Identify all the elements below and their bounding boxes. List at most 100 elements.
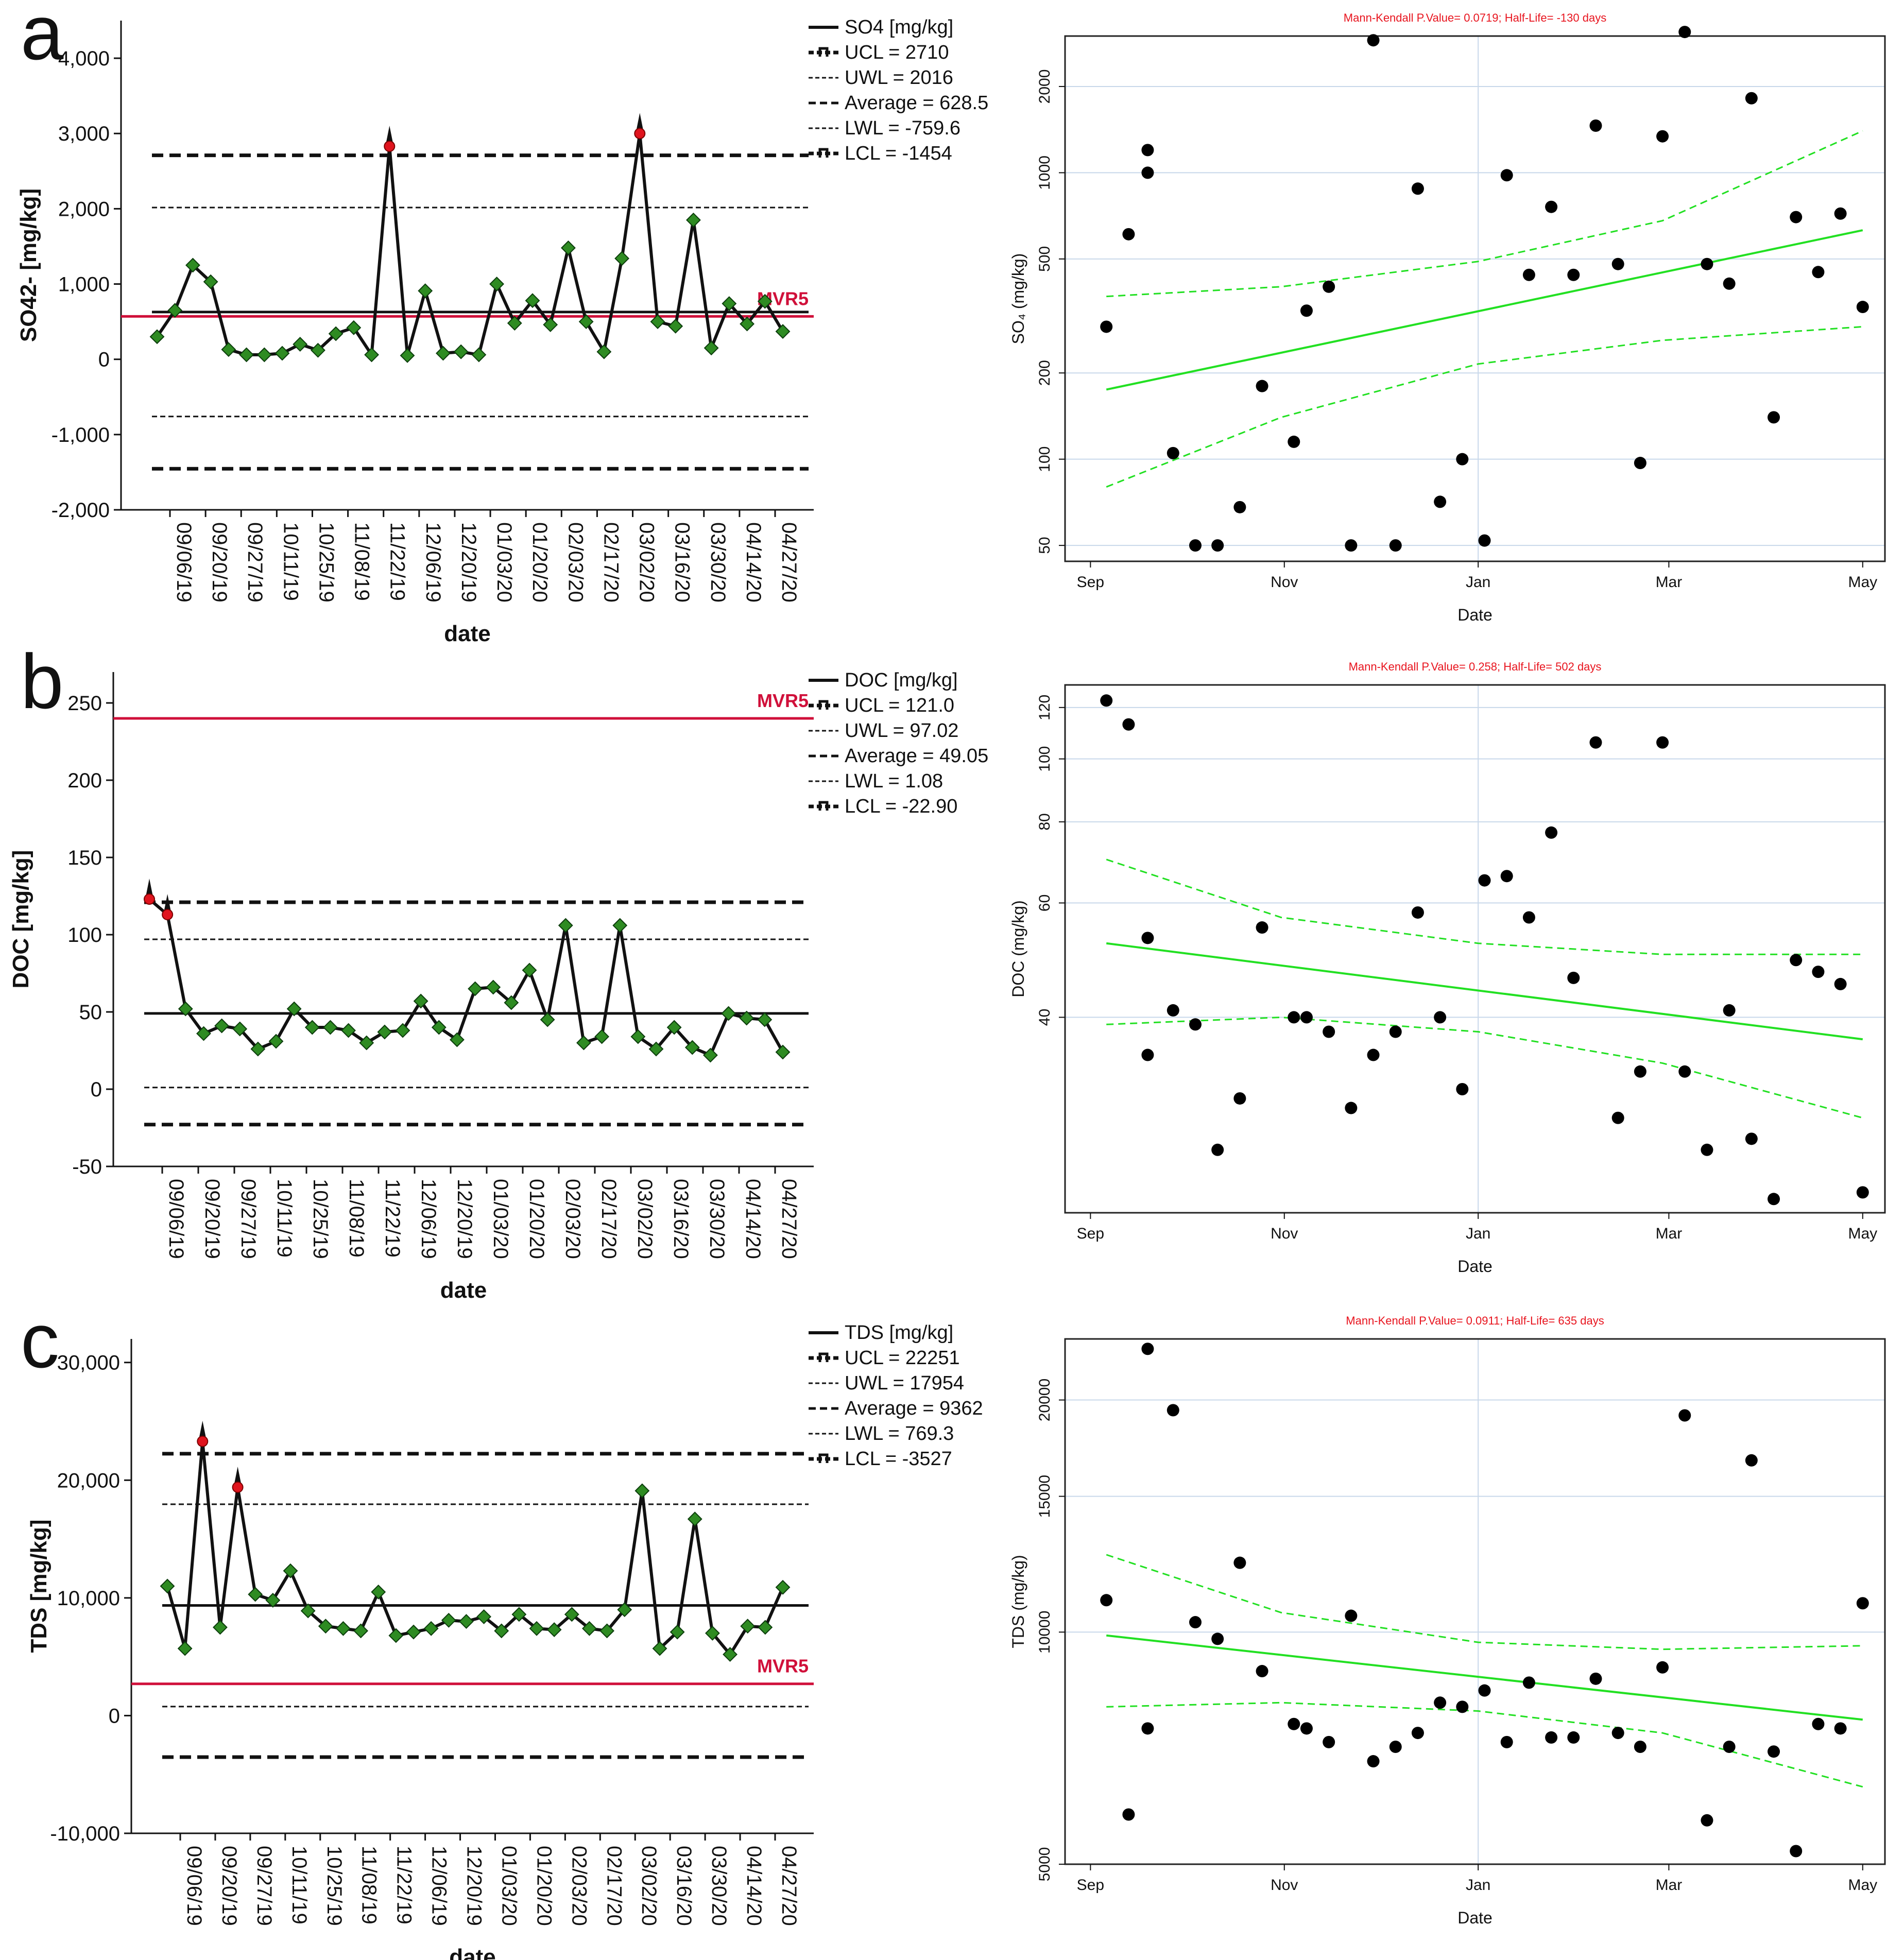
trend-data-point — [1367, 1755, 1380, 1768]
x-tick-label: 02/03/20 — [568, 1846, 590, 1926]
data-point-marker — [687, 1511, 702, 1527]
data-series-line — [156, 132, 784, 357]
y-tick-label: 3,000 — [58, 123, 110, 145]
x-tick-label: 03/02/20 — [636, 522, 658, 603]
legend-entry: LWL = 1.08 — [845, 770, 943, 792]
data-point-marker — [775, 1579, 791, 1595]
x-tick-label: 11/08/19 — [351, 522, 373, 601]
legend-entry: UCL = 22251 — [845, 1347, 960, 1369]
legend-entry: UWL = 2016 — [845, 67, 953, 89]
trend-data-point — [1856, 1597, 1869, 1610]
trend-data-point — [1567, 1731, 1580, 1744]
data-point-marker — [705, 1626, 720, 1641]
data-point-marker — [525, 293, 540, 308]
legend-entry: UWL = 97.02 — [845, 720, 958, 742]
y-tick-label: 0 — [91, 1078, 102, 1101]
data-point-marker — [213, 1620, 228, 1635]
x-tick-label: May — [1848, 1225, 1877, 1242]
trend-data-point — [1812, 1717, 1825, 1730]
data-point-marker — [494, 1623, 509, 1639]
x-tick-label: 12/06/19 — [417, 1179, 440, 1259]
data-point-marker — [476, 1609, 491, 1624]
x-tick-label: 09/27/19 — [237, 1179, 260, 1259]
y-tick-label: 1,000 — [58, 273, 110, 296]
data-point-marker — [546, 1622, 562, 1637]
data-point-marker — [540, 1012, 555, 1027]
trend-data-point — [1189, 1018, 1202, 1031]
trend-data-point — [1656, 1661, 1669, 1674]
trend-data-point — [1745, 1454, 1758, 1467]
x-tick-label: 01/03/20 — [493, 522, 516, 603]
legend-entry: SO4 [mg/kg] — [845, 16, 953, 38]
data-point-marker — [239, 347, 254, 363]
x-tick-label: Nov — [1271, 1225, 1298, 1242]
data-point-marker — [318, 1619, 333, 1634]
data-point-marker — [511, 1607, 527, 1622]
x-tick-label: 10/11/19 — [279, 522, 302, 601]
y-tick-label: 120 — [1036, 695, 1053, 720]
trend-data-point — [1567, 971, 1580, 984]
panel-letter: c — [21, 1297, 59, 1384]
x-tick-label: 12/20/19 — [457, 522, 480, 603]
trend-data-point — [1701, 1143, 1713, 1156]
trend-data-point — [1211, 1143, 1224, 1156]
data-point-marker — [232, 1021, 248, 1037]
data-point-marker — [582, 1621, 597, 1636]
trend-data-point — [1834, 207, 1847, 220]
trend-data-point — [1300, 304, 1313, 317]
data-point-marker — [406, 1624, 421, 1640]
legend-marker — [818, 1453, 829, 1463]
control-chart-b: b 250 200 150 100 50 0 -50 09/06/19 09/20/19 09/27… — [8, 638, 988, 1303]
trend-data-point — [1678, 26, 1691, 39]
data-point-marker — [177, 1641, 193, 1656]
data-point-marker — [346, 320, 362, 335]
data-point-marker — [723, 1647, 737, 1662]
y-tick-label: 0 — [98, 349, 110, 371]
trend-data-point — [1656, 130, 1669, 143]
legend-marker — [818, 801, 829, 811]
trend-data-point — [1141, 166, 1154, 179]
data-point-marker — [178, 1001, 193, 1017]
x-tick-label: 03/30/20 — [707, 522, 729, 603]
data-point-marker — [328, 326, 344, 341]
data-point-marker — [634, 1483, 650, 1499]
y-tick-label: 1000 — [1036, 156, 1053, 190]
trend-data-point — [1834, 1722, 1847, 1735]
trend-data-point — [1522, 911, 1535, 924]
confidence-band-lower — [1106, 1701, 1863, 1788]
x-tick-label: 03/16/20 — [671, 522, 694, 603]
trend-data-point — [1500, 1735, 1513, 1748]
trend-data-point — [1478, 1684, 1491, 1697]
trend-data-point — [1141, 932, 1154, 944]
trend-data-point — [1233, 1092, 1246, 1105]
data-point-marker — [614, 251, 629, 266]
trend-data-point — [1812, 966, 1825, 978]
x-tick-label: 02/03/20 — [564, 522, 587, 603]
data-point-marker — [160, 1578, 175, 1594]
x-tick-label: 10/25/19 — [323, 1846, 346, 1926]
trend-data-point — [1768, 1745, 1780, 1758]
y-tick-label: 10,000 — [57, 1587, 120, 1610]
data-point-marker — [758, 1620, 773, 1635]
panel-letter: a — [21, 0, 64, 76]
data-point-marker — [561, 240, 576, 255]
trend-data-point — [1389, 1740, 1402, 1753]
x-tick-label: 12/20/19 — [453, 1179, 476, 1259]
x-tick-label: 09/20/19 — [218, 1846, 241, 1926]
x-tick-label: 04/27/20 — [778, 1846, 800, 1926]
y-tick-label: 2,000 — [58, 198, 110, 220]
data-point-marker — [740, 1619, 756, 1634]
legend-entry: LCL = -3527 — [845, 1448, 952, 1470]
data-point-marker — [388, 1628, 404, 1643]
data-point-marker — [596, 344, 612, 359]
data-point-marker — [757, 1012, 773, 1027]
data-point-marker — [377, 1024, 392, 1040]
data-point-marker — [250, 1041, 266, 1057]
data-point-marker — [256, 347, 272, 363]
y-tick-label: 200 — [1036, 360, 1053, 386]
trend-chart-c: Mann-Kendall P.Value= 0.0911; Half-Life=… — [1009, 1314, 1886, 1927]
trend-data-point — [1300, 1722, 1313, 1735]
x-tick-label: 03/16/20 — [670, 1179, 692, 1259]
y-tick-label: -1,000 — [52, 424, 110, 446]
